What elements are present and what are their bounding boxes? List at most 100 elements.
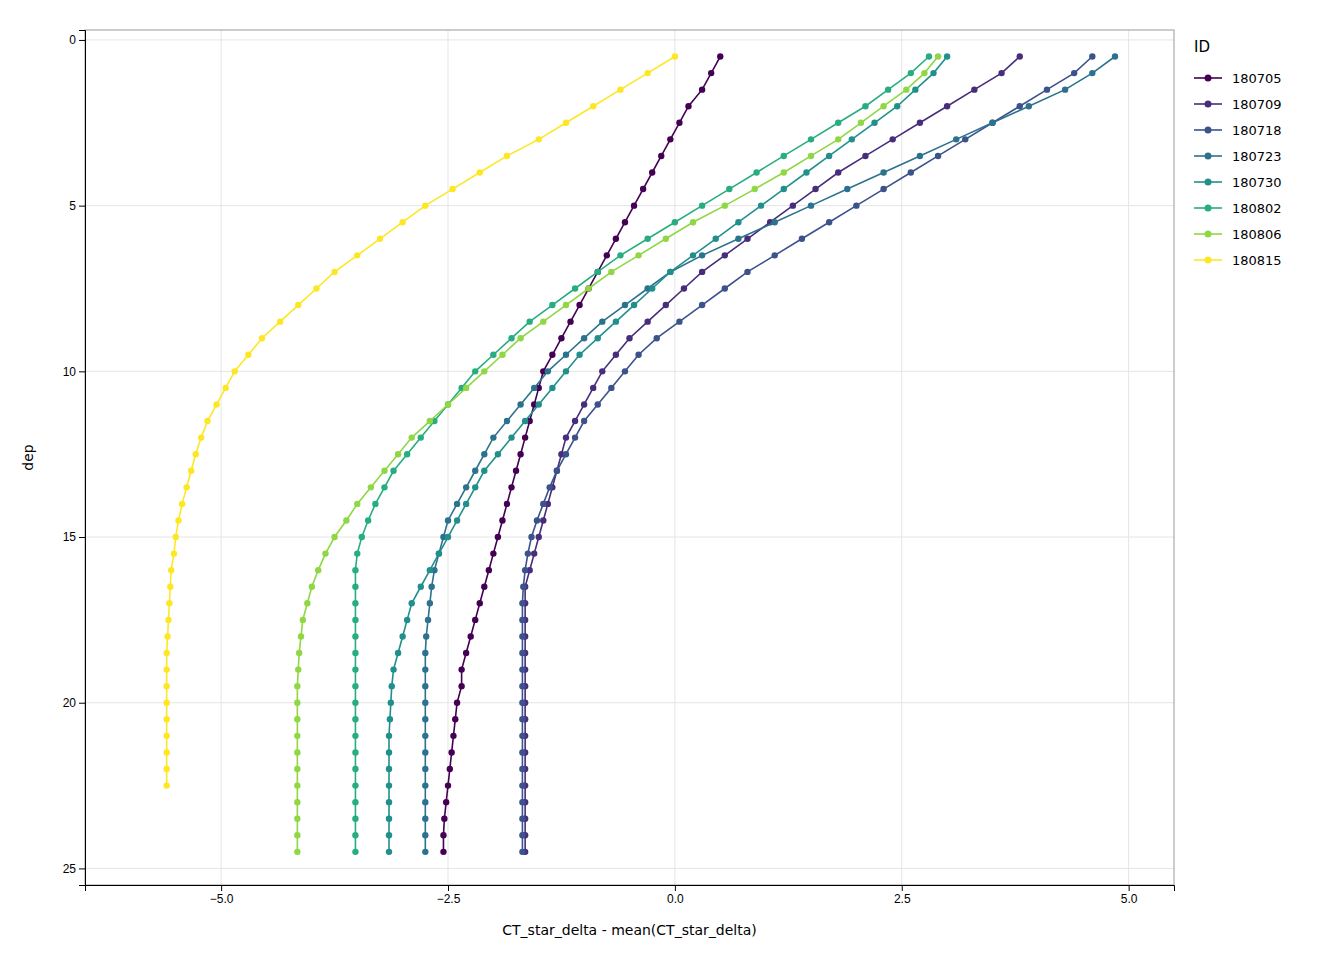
point	[183, 484, 189, 490]
legend-label: 180705	[1232, 71, 1282, 86]
point	[179, 501, 185, 507]
tick-label: 5.0	[1121, 892, 1138, 906]
point	[452, 716, 458, 722]
point	[463, 484, 469, 490]
point	[862, 103, 868, 109]
point	[531, 385, 537, 391]
point	[472, 617, 478, 623]
point	[481, 584, 487, 590]
point	[635, 352, 641, 358]
legend-marker	[1205, 231, 1212, 238]
point	[803, 169, 809, 175]
point	[352, 700, 358, 706]
point	[590, 385, 596, 391]
point	[499, 352, 505, 358]
point	[595, 269, 601, 275]
point	[685, 103, 691, 109]
point	[294, 700, 300, 706]
tick-label: 5	[69, 199, 76, 213]
point	[409, 434, 415, 440]
point	[352, 683, 358, 689]
point	[1112, 53, 1118, 59]
point	[894, 103, 900, 109]
point	[352, 849, 358, 855]
point	[490, 352, 496, 358]
point	[295, 666, 301, 672]
point	[372, 501, 378, 507]
point	[352, 584, 358, 590]
point	[617, 86, 623, 92]
point	[449, 186, 455, 192]
point	[193, 451, 199, 457]
legend-label: 180730	[1232, 175, 1282, 190]
point	[903, 86, 909, 92]
point	[313, 285, 319, 291]
point	[418, 584, 424, 590]
legend-title: ID	[1194, 38, 1210, 56]
point	[563, 368, 569, 374]
point	[377, 236, 383, 242]
point	[427, 418, 433, 424]
point	[495, 534, 501, 540]
point	[726, 186, 732, 192]
point	[294, 733, 300, 739]
point	[173, 534, 179, 540]
point	[699, 302, 705, 308]
point	[826, 153, 832, 159]
point	[422, 782, 428, 788]
point	[835, 169, 841, 175]
point	[352, 733, 358, 739]
series	[422, 53, 1118, 855]
tick: 5	[69, 199, 85, 213]
point	[676, 120, 682, 126]
point	[585, 285, 591, 291]
point	[352, 567, 358, 573]
point	[663, 236, 669, 242]
point	[608, 385, 614, 391]
point	[522, 418, 528, 424]
tick-label: −5.0	[210, 892, 234, 906]
point	[425, 617, 431, 623]
point	[188, 468, 194, 474]
point	[1017, 53, 1023, 59]
point	[352, 600, 358, 606]
point	[352, 650, 358, 656]
point	[531, 550, 537, 556]
point	[853, 202, 859, 208]
point	[388, 700, 394, 706]
grid-line	[85, 868, 1174, 869]
point	[481, 451, 487, 457]
point	[654, 335, 660, 341]
point	[472, 368, 478, 374]
point	[428, 584, 434, 590]
series-line	[297, 57, 938, 852]
point	[635, 252, 641, 258]
point	[472, 484, 478, 490]
point	[445, 534, 451, 540]
point	[540, 318, 546, 324]
point	[463, 650, 469, 656]
tick-mark	[1129, 885, 1130, 891]
point	[422, 849, 428, 855]
point	[998, 70, 1004, 76]
point	[467, 633, 473, 639]
point	[472, 468, 478, 474]
axis-line	[79, 31, 86, 886]
point	[576, 302, 582, 308]
point	[699, 202, 705, 208]
point	[387, 716, 393, 722]
tick-label: −2.5	[437, 892, 461, 906]
grid	[85, 30, 1174, 885]
point	[522, 567, 528, 573]
point	[622, 302, 628, 308]
point	[163, 749, 169, 755]
point	[908, 169, 914, 175]
point	[294, 782, 300, 788]
series-layer	[163, 53, 1118, 855]
point	[422, 766, 428, 772]
tick-label: 2.5	[894, 892, 911, 906]
point	[508, 335, 514, 341]
point	[519, 600, 525, 606]
point	[1089, 70, 1095, 76]
point	[365, 517, 371, 523]
